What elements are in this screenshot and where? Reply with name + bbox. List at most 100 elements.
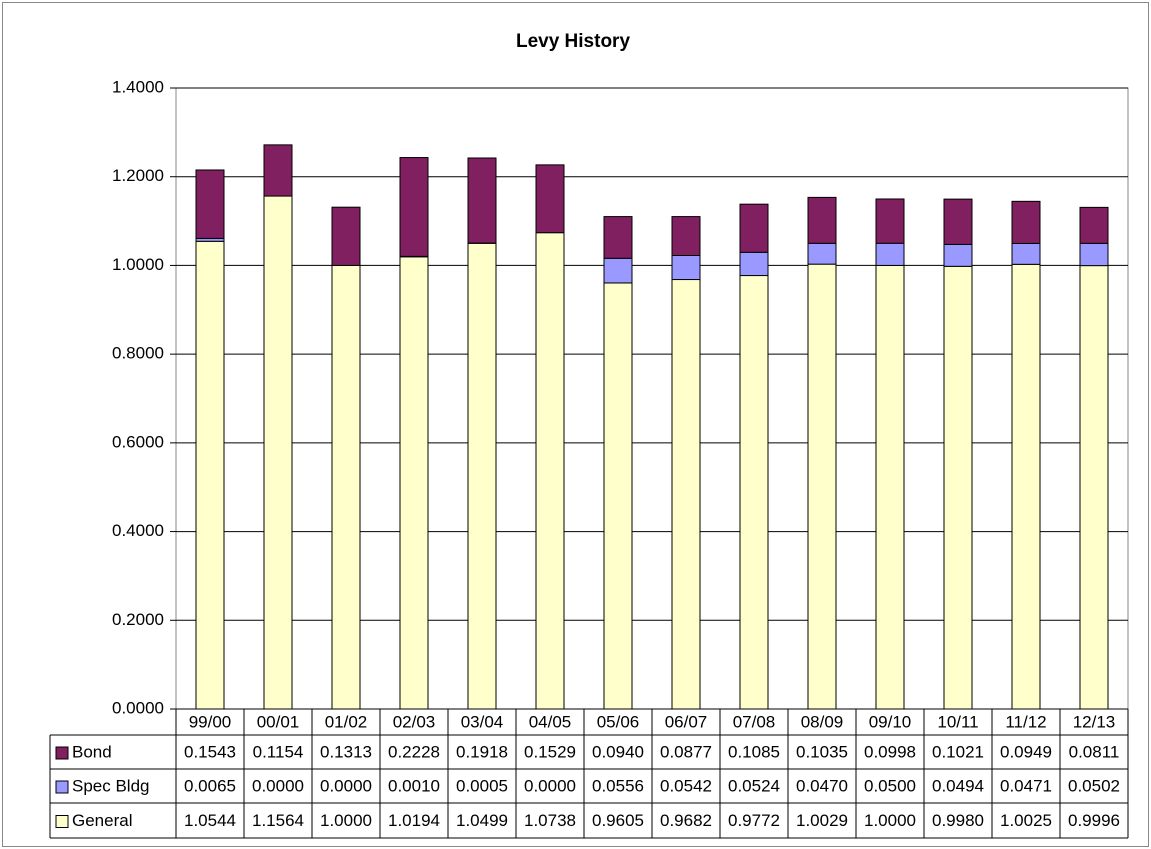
- table-value: 1.0000: [864, 811, 916, 830]
- legend-swatch: [55, 746, 69, 760]
- bar-segment: [807, 263, 837, 710]
- bar-segment: [535, 164, 565, 234]
- table-value: 0.1154: [253, 742, 304, 761]
- bar-segment: [603, 282, 633, 710]
- bar-segment: [943, 198, 973, 245]
- table-value: 0.0556: [592, 776, 644, 795]
- bar-segment: [671, 216, 701, 256]
- table-value: 0.0005: [456, 776, 508, 795]
- bar-segment: [331, 206, 361, 266]
- table-value: 1.1564: [252, 811, 304, 830]
- table-value: 0.0000: [252, 776, 304, 795]
- bar-segment: [739, 251, 769, 277]
- x-tick-label: 11/12: [1005, 712, 1046, 731]
- legend-label: Spec Bldg: [72, 776, 150, 795]
- table-value: 1.0499: [456, 811, 508, 830]
- table-value: 0.0471: [1000, 776, 1052, 795]
- bar-segment: [807, 242, 837, 265]
- y-tick-label: 0.4000: [112, 521, 164, 540]
- bar-segment: [943, 243, 973, 267]
- bar-segment: [1079, 242, 1109, 267]
- x-tick-label: 00/01: [257, 712, 300, 731]
- bar-segment: [1011, 200, 1041, 244]
- bar-segment: [671, 254, 701, 281]
- legend-label: Bond: [72, 742, 112, 761]
- table-value: 0.0500: [864, 776, 916, 795]
- y-tick-label: 0.2000: [112, 610, 164, 629]
- y-tick-label: 0.6000: [112, 432, 164, 451]
- table-value: 0.0940: [592, 742, 644, 761]
- table-value: 1.0194: [388, 811, 440, 830]
- x-tick-label: 02/03: [393, 712, 436, 731]
- table-value: 0.1918: [456, 742, 508, 761]
- bar-segment: [1079, 265, 1109, 710]
- bar-segment: [671, 279, 701, 710]
- table-value: 0.9772: [728, 811, 780, 830]
- table-value: 0.0494: [932, 776, 984, 795]
- bar-segment: [739, 203, 769, 253]
- bar-segment: [399, 157, 429, 257]
- legend-label: General: [72, 811, 132, 830]
- table-value: 0.1085: [728, 742, 780, 761]
- table-value: 1.0544: [184, 811, 236, 830]
- legend-swatch: [55, 815, 69, 828]
- x-tick-label: 05/06: [597, 712, 640, 731]
- bar-segment: [1011, 263, 1041, 710]
- bar-segment: [467, 157, 497, 244]
- table-value: 1.0029: [796, 811, 848, 830]
- bar-segment: [1011, 242, 1041, 265]
- chart-title: Levy History: [516, 31, 630, 52]
- table-value: 0.0877: [660, 742, 712, 761]
- table-value: 0.0998: [864, 742, 916, 761]
- x-tick-label: 03/04: [461, 712, 504, 731]
- x-tick-label: 04/05: [529, 712, 572, 731]
- table-value: 0.0542: [660, 776, 712, 795]
- table-value: 0.0524: [728, 776, 780, 795]
- x-tick-label: 08/09: [801, 712, 844, 731]
- y-tick-label: 1.0000: [112, 255, 164, 274]
- bar-segment: [739, 275, 769, 710]
- table-value: 0.1543: [184, 742, 236, 761]
- x-tick-label: 12/13: [1073, 712, 1116, 731]
- bar-segment: [943, 265, 973, 710]
- table-value: 0.0949: [1000, 742, 1052, 761]
- table-value: 0.9682: [660, 811, 712, 830]
- table-value: 1.0738: [524, 811, 576, 830]
- y-tick-label: 1.2000: [112, 166, 164, 185]
- x-tick-label: 99/00: [189, 712, 232, 731]
- y-tick-label: 0.0000: [112, 698, 164, 717]
- bar-segment: [399, 256, 429, 710]
- bar-segment: [195, 169, 225, 239]
- bar-segment: [195, 240, 225, 710]
- bar-segment: [467, 242, 497, 710]
- table-value: 0.0000: [524, 776, 576, 795]
- table-value: 0.0811: [1069, 742, 1120, 761]
- bar-segment: [875, 242, 905, 266]
- bar-segment: [807, 196, 837, 244]
- x-tick-label: 09/10: [869, 712, 912, 731]
- table-value: 0.0065: [184, 776, 236, 795]
- bar-segment: [875, 198, 905, 244]
- bar-segment: [263, 144, 293, 197]
- bar-segment: [263, 195, 293, 710]
- x-tick-label: 10/11: [937, 712, 978, 731]
- table-value: 0.1035: [796, 742, 848, 761]
- table-value: 0.9605: [592, 811, 644, 830]
- bar-segment: [603, 257, 633, 284]
- table-value: 0.1529: [524, 742, 576, 761]
- bar-segment: [875, 264, 905, 710]
- table-value: 0.0010: [388, 776, 440, 795]
- table-value: 0.9980: [932, 811, 984, 830]
- table-value: 0.0470: [796, 776, 848, 795]
- bar-segment: [535, 232, 565, 710]
- legend-swatch: [55, 780, 69, 794]
- table-value: 0.9996: [1068, 811, 1120, 830]
- bar-segment: [1079, 206, 1109, 244]
- x-tick-label: 07/08: [733, 712, 776, 731]
- table-value: 1.0000: [320, 811, 372, 830]
- table-value: 0.1021: [932, 742, 984, 761]
- bar-segment: [331, 264, 361, 710]
- x-tick-label: 01/02: [325, 712, 368, 731]
- plot-area: [175, 87, 1129, 710]
